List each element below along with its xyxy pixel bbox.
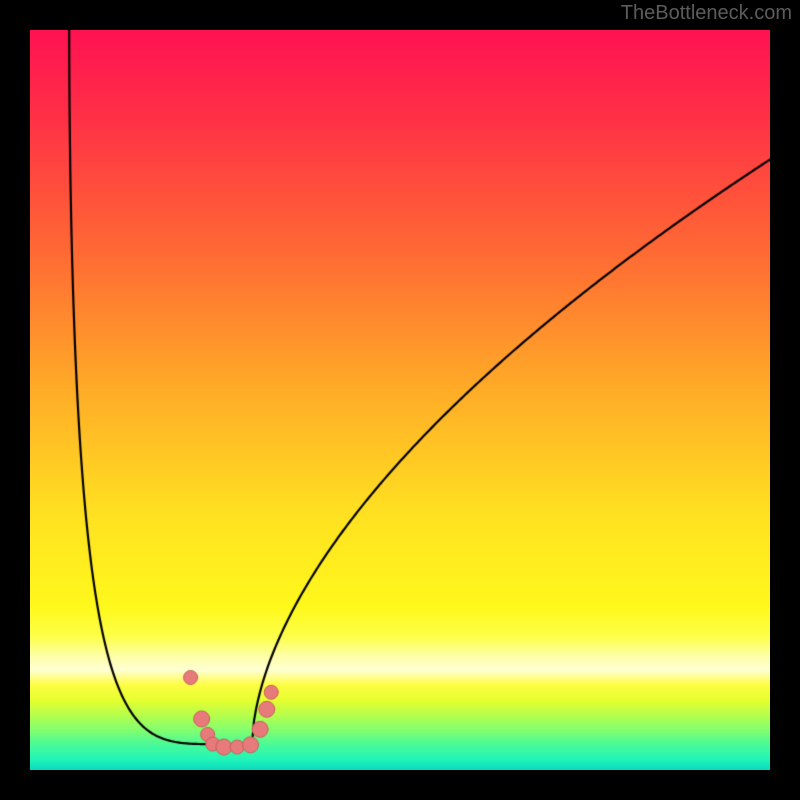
watermark-text: TheBottleneck.com — [621, 2, 792, 25]
frame-bottom — [0, 770, 800, 800]
plot-area — [30, 30, 770, 770]
frame-right — [770, 0, 800, 800]
bottleneck-curve — [30, 30, 770, 770]
frame-left — [0, 0, 30, 800]
